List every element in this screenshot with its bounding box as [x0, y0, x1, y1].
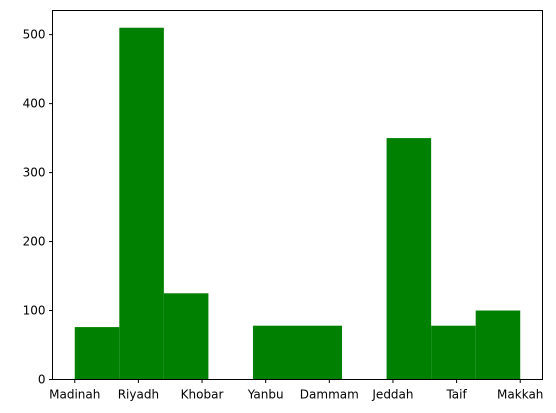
bars-group — [74, 27, 521, 380]
histogram-bar-2 — [163, 293, 209, 380]
x-tick-label-makkah: Makkah — [497, 388, 543, 402]
x-tick-label-yanbu: Yanbu — [247, 388, 284, 402]
y-tick-label: 100 — [23, 304, 46, 318]
x-tick-label-dammam: Dammam — [300, 388, 359, 402]
x-axis-ticks: Madinah Riyadh Khobar Yanbu Dammam Jeddah Taif… — [49, 379, 543, 402]
histogram-bar-4 — [252, 325, 298, 380]
histogram-bar-8 — [431, 325, 476, 380]
y-tick-label: 200 — [23, 235, 46, 249]
x-tick-label-taif: Taif — [445, 388, 467, 402]
x-tick-label-riyadh: Riyadh — [118, 388, 159, 402]
histogram-bar-5 — [297, 325, 343, 380]
x-tick-label-khobar: Khobar — [181, 388, 224, 402]
histogram-bar-0 — [74, 327, 120, 380]
axes-frame — [52, 10, 543, 380]
y-tick-label: 400 — [23, 97, 46, 111]
histogram-bar-1 — [119, 27, 164, 380]
y-tick-label: 500 — [23, 28, 46, 42]
y-axis-ticks: 0 100 200 300 400 500 — [23, 28, 53, 387]
x-tick-label-madinah: Madinah — [49, 388, 100, 402]
y-tick-label: 0 — [38, 373, 46, 387]
histogram-bar-7 — [386, 138, 432, 380]
x-tick-label-jeddah: Jeddah — [371, 388, 413, 402]
y-tick-label: 300 — [23, 166, 46, 180]
histogram-bar-9 — [475, 310, 521, 380]
